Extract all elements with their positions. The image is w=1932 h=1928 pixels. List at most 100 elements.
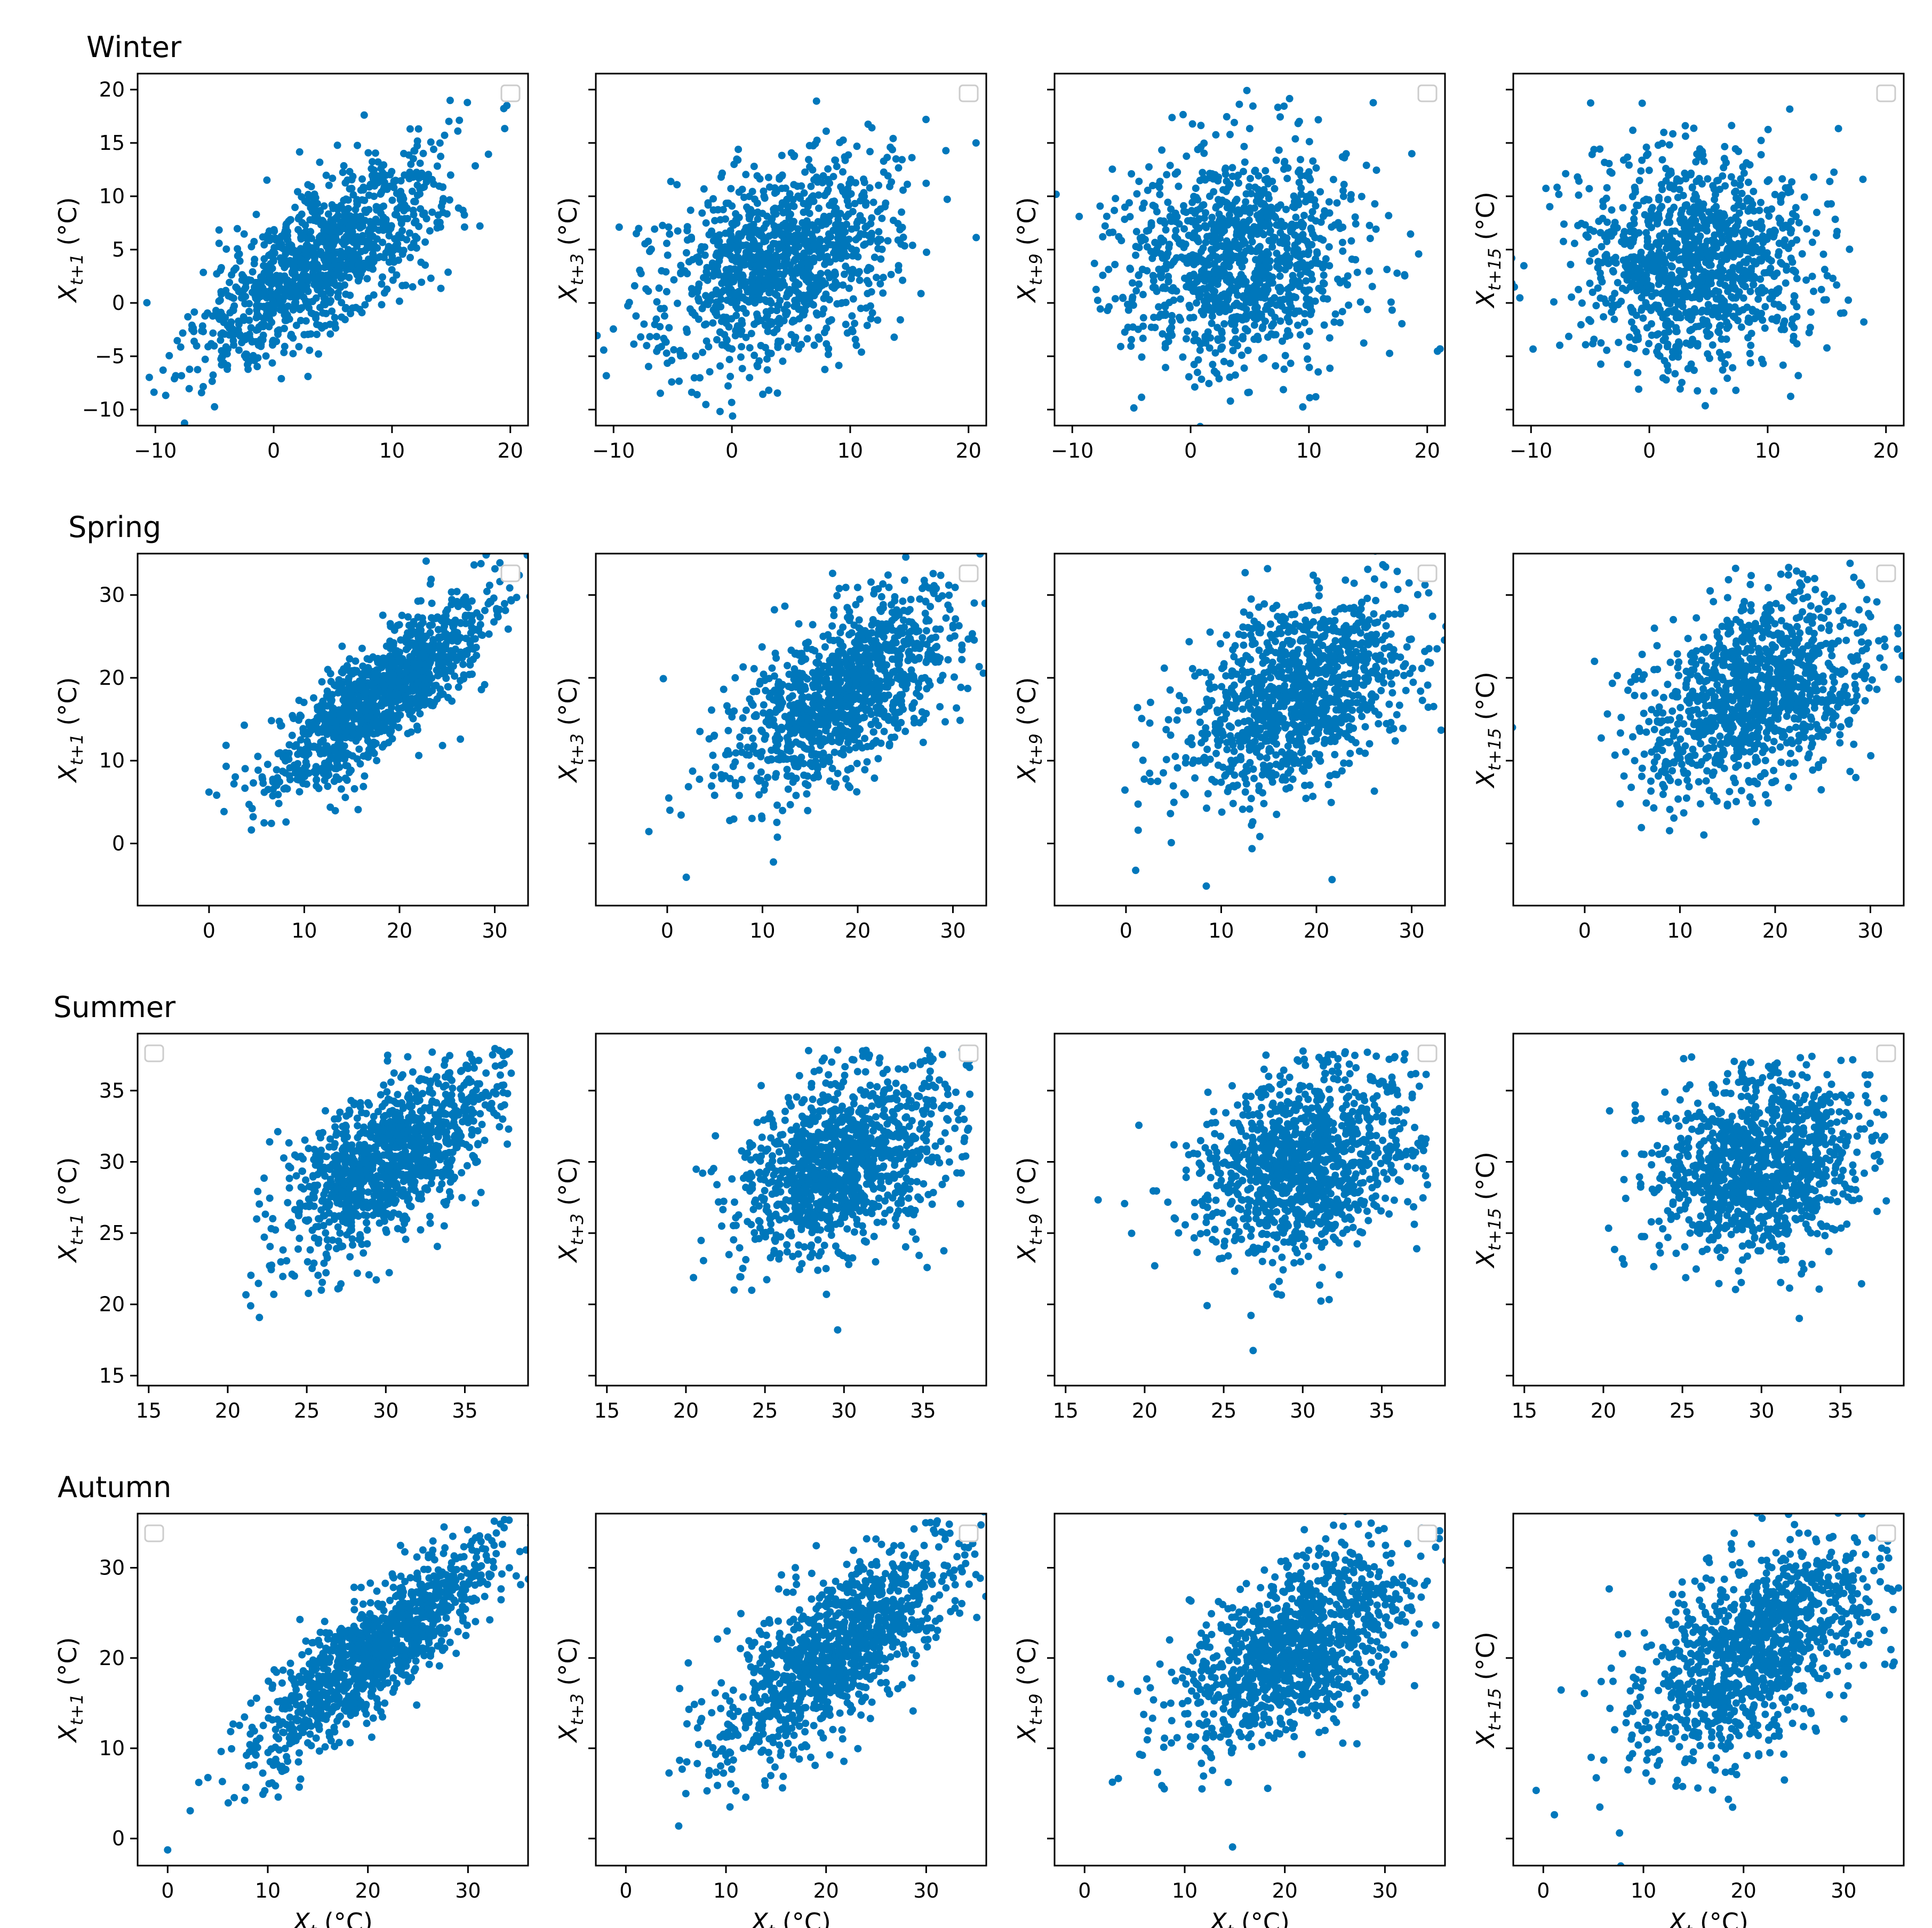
data-point	[1228, 251, 1236, 259]
data-point	[1235, 100, 1243, 108]
data-point	[1128, 295, 1136, 303]
data-point	[688, 285, 696, 293]
data-point	[730, 221, 738, 229]
data-point	[1135, 244, 1143, 252]
data-point	[1271, 185, 1279, 193]
data-point	[821, 365, 829, 373]
data-point	[1242, 198, 1250, 206]
data-point	[1698, 273, 1705, 281]
data-point	[1757, 275, 1765, 283]
data-point	[700, 274, 707, 282]
data-point	[1197, 247, 1205, 255]
data-point	[1266, 227, 1274, 235]
data-point	[218, 353, 226, 361]
data-point	[908, 242, 916, 249]
data-point	[1771, 190, 1779, 198]
data-point	[1300, 236, 1308, 244]
data-point	[1275, 265, 1283, 273]
data-point	[856, 276, 864, 284]
data-point	[1637, 249, 1645, 257]
data-point	[490, 618, 498, 626]
data-point	[784, 343, 792, 351]
data-point	[756, 295, 763, 303]
data-point	[851, 199, 859, 207]
data-point	[1745, 314, 1753, 322]
data-point	[1147, 323, 1155, 331]
data-point	[248, 243, 256, 251]
data-point	[686, 206, 694, 214]
data-point	[1773, 269, 1781, 277]
data-point	[316, 158, 324, 166]
data-point	[1643, 324, 1651, 332]
data-point	[1137, 237, 1145, 245]
data-point	[257, 340, 265, 348]
data-point	[653, 298, 661, 306]
data-point	[1730, 250, 1737, 258]
data-point	[415, 173, 423, 181]
data-point	[1304, 355, 1312, 363]
data-point	[1712, 304, 1720, 312]
data-point	[410, 147, 418, 155]
data-point	[449, 63, 456, 70]
data-point	[1793, 340, 1801, 348]
data-point	[385, 227, 393, 235]
data-point	[853, 219, 861, 227]
data-point	[374, 254, 382, 262]
data-point	[1312, 393, 1320, 401]
data-point	[658, 267, 666, 275]
data-point	[1728, 293, 1735, 301]
data-point	[1831, 215, 1839, 223]
data-point	[1786, 105, 1794, 113]
data-point	[1168, 311, 1176, 319]
data-point	[1339, 223, 1347, 231]
data-point	[837, 183, 845, 191]
data-point	[727, 227, 735, 235]
data-point	[313, 199, 321, 207]
data-point	[894, 220, 902, 228]
data-point	[1673, 313, 1681, 321]
data-point	[683, 270, 691, 277]
data-point	[1111, 261, 1119, 268]
data-point	[1682, 309, 1690, 317]
data-point	[1294, 198, 1302, 206]
data-point	[211, 403, 219, 411]
data-point	[1562, 170, 1570, 178]
data-point	[844, 210, 852, 218]
data-point	[778, 171, 786, 179]
data-point	[332, 214, 340, 222]
data-point	[1115, 233, 1123, 241]
data-point	[877, 255, 885, 263]
data-point	[609, 325, 617, 333]
data-point	[394, 240, 402, 248]
data-point	[1634, 202, 1642, 210]
data-point	[1710, 387, 1718, 395]
data-point	[1262, 167, 1270, 175]
data-point	[306, 346, 314, 354]
data-point	[878, 214, 886, 222]
data-point	[330, 234, 338, 242]
data-point	[775, 277, 783, 285]
data-point	[1226, 288, 1234, 296]
data-point	[340, 162, 348, 170]
data-point	[1132, 228, 1140, 236]
data-point	[841, 156, 849, 164]
data-point	[1210, 267, 1218, 275]
data-point	[1334, 275, 1342, 283]
data-point	[201, 312, 209, 320]
data-point	[824, 175, 832, 183]
data-point	[1754, 295, 1762, 303]
data-point	[1798, 250, 1806, 258]
data-point	[1739, 281, 1747, 289]
data-point	[347, 228, 355, 236]
data-point	[804, 270, 811, 278]
y-axis-label-unit: (°C)	[1471, 191, 1500, 248]
data-point	[360, 186, 368, 194]
data-point	[1303, 261, 1311, 269]
data-point	[1296, 331, 1304, 339]
data-point	[843, 329, 851, 337]
data-point	[254, 766, 262, 774]
data-point	[1316, 188, 1324, 196]
data-point	[768, 214, 776, 222]
data-point	[896, 226, 904, 234]
data-point	[1369, 99, 1377, 107]
